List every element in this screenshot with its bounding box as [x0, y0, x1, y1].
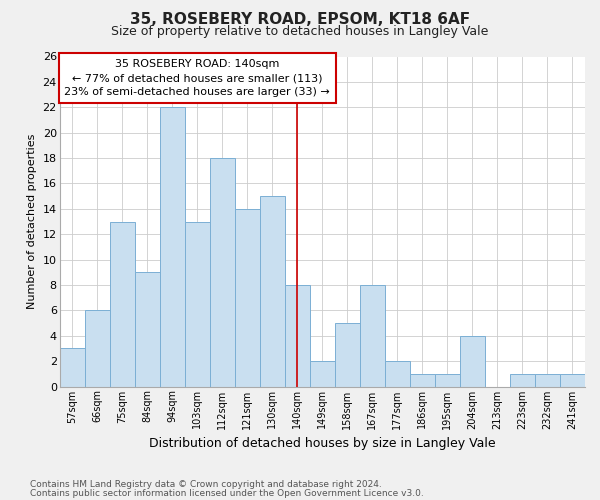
Bar — [59, 348, 85, 387]
X-axis label: Distribution of detached houses by size in Langley Vale: Distribution of detached houses by size … — [149, 437, 496, 450]
Text: 35, ROSEBERY ROAD, EPSOM, KT18 6AF: 35, ROSEBERY ROAD, EPSOM, KT18 6AF — [130, 12, 470, 28]
Text: Size of property relative to detached houses in Langley Vale: Size of property relative to detached ho… — [112, 25, 488, 38]
Text: Contains public sector information licensed under the Open Government Licence v3: Contains public sector information licen… — [30, 488, 424, 498]
Y-axis label: Number of detached properties: Number of detached properties — [27, 134, 37, 309]
Bar — [535, 374, 560, 386]
Bar — [185, 222, 210, 386]
Bar — [410, 374, 435, 386]
Text: Contains HM Land Registry data © Crown copyright and database right 2024.: Contains HM Land Registry data © Crown c… — [30, 480, 382, 489]
Bar — [160, 108, 185, 386]
Bar — [110, 222, 134, 386]
Bar — [360, 285, 385, 386]
Bar — [210, 158, 235, 386]
Bar — [385, 361, 410, 386]
Bar — [460, 336, 485, 386]
Bar — [134, 272, 160, 386]
Bar — [510, 374, 535, 386]
Text: 35 ROSEBERY ROAD: 140sqm
← 77% of detached houses are smaller (113)
23% of semi-: 35 ROSEBERY ROAD: 140sqm ← 77% of detach… — [64, 59, 330, 97]
Bar — [335, 323, 360, 386]
Bar — [560, 374, 585, 386]
Bar — [260, 196, 285, 386]
Bar — [310, 361, 335, 386]
Bar — [235, 209, 260, 386]
Bar — [435, 374, 460, 386]
Bar — [85, 310, 110, 386]
Bar — [285, 285, 310, 386]
